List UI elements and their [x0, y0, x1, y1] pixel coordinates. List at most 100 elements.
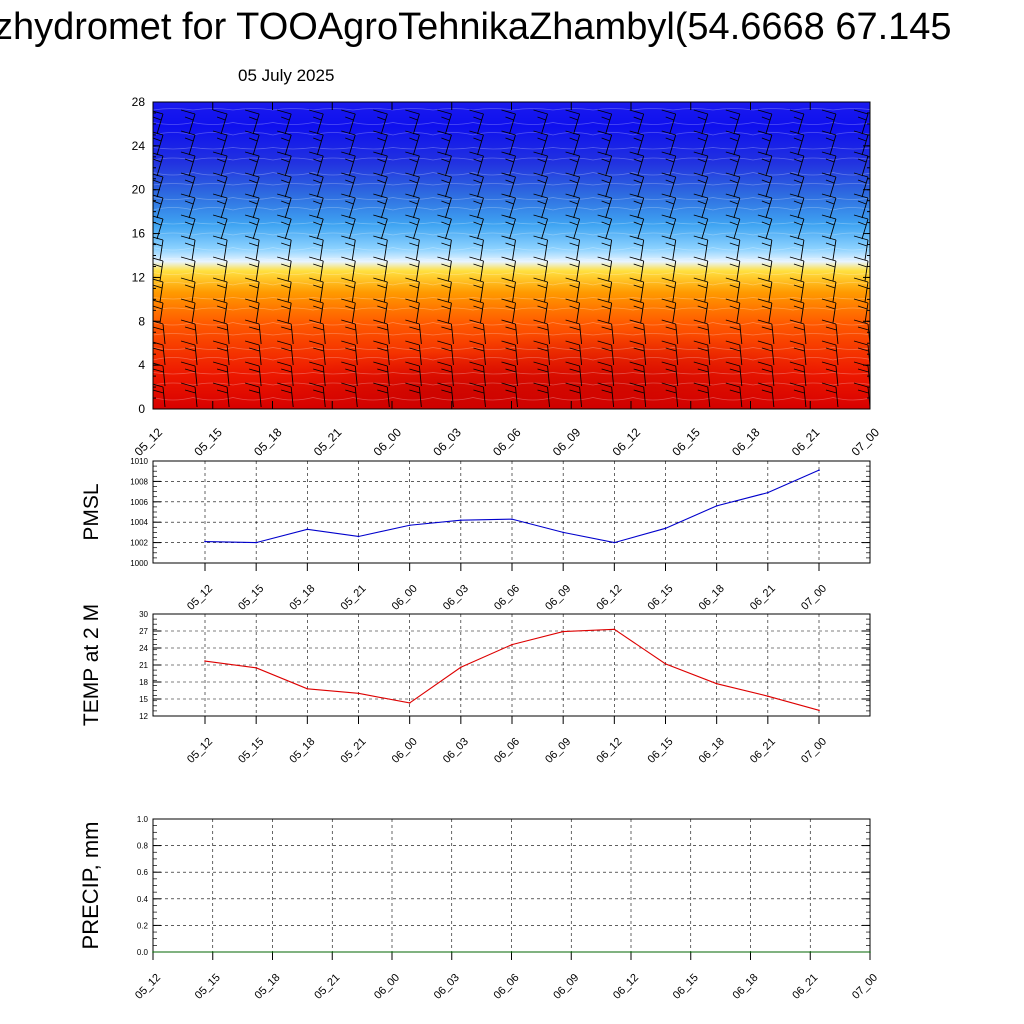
wind-barb — [180, 214, 196, 240]
wind-barb — [405, 151, 420, 177]
x-tick-label: 06_00 — [371, 425, 405, 459]
wind-barb — [373, 130, 388, 156]
wind-barb — [277, 319, 294, 345]
wind-barb — [757, 172, 773, 198]
wind-barb — [661, 382, 679, 408]
wind-barb — [341, 235, 356, 261]
wind-barb — [341, 319, 358, 345]
wind-barb — [469, 172, 484, 198]
wind-barb — [597, 382, 615, 408]
wind-barb — [405, 319, 422, 345]
wind-barb — [629, 298, 645, 324]
wind-barb — [821, 361, 839, 387]
wind-barb — [309, 172, 324, 198]
wind-barb — [245, 277, 260, 303]
wind-barb — [789, 172, 805, 198]
wind-barb — [309, 382, 326, 408]
wind-barb — [437, 256, 452, 282]
wind-barb — [437, 109, 452, 135]
wind-barb — [469, 277, 484, 303]
wind-barb — [501, 382, 518, 408]
x-tick-label: 06_12 — [610, 425, 644, 459]
data-point — [613, 541, 616, 544]
wind-barb — [533, 151, 548, 177]
x-tick-label: 06_12 — [611, 972, 641, 1002]
wind-barb — [597, 256, 613, 282]
wind-barb — [245, 298, 260, 324]
x-tick-label: 05_15 — [236, 583, 266, 613]
wind-barb — [405, 172, 420, 198]
y-tick-label: 15 — [139, 695, 148, 704]
wind-barb — [789, 214, 805, 240]
data-point — [613, 628, 616, 631]
wind-barb — [725, 277, 741, 303]
wind-barb — [437, 151, 452, 177]
wind-barb — [661, 277, 677, 303]
wind-barb — [437, 172, 452, 198]
wind-barb — [565, 277, 581, 303]
wind-barb — [629, 361, 647, 387]
wind-barb — [373, 214, 388, 240]
x-tick-label: 05_12 — [185, 736, 215, 766]
wind-barb — [789, 382, 807, 408]
contour-line — [153, 347, 870, 350]
wind-barb — [693, 319, 711, 345]
wind-barb — [341, 382, 358, 408]
wind-barb — [821, 214, 837, 240]
y-tick-label: 0.8 — [137, 842, 149, 851]
contour-line — [153, 147, 870, 150]
wind-barb — [405, 193, 420, 219]
x-tick-label: 06_12 — [594, 736, 624, 766]
cross-section-detail — [153, 108, 870, 409]
x-tick-label: 06_21 — [748, 583, 778, 613]
x-tick-label: 05_15 — [193, 972, 223, 1002]
wind-barb — [853, 130, 869, 156]
wind-barb — [789, 109, 805, 135]
data-point — [271, 951, 274, 953]
wind-barb — [821, 256, 837, 282]
wind-barb — [661, 340, 679, 366]
wind-barb — [757, 256, 773, 282]
wind-barb — [405, 130, 420, 156]
wind-barb — [309, 214, 324, 240]
wind-barb — [373, 256, 388, 282]
x-tick-label: 06_06 — [490, 425, 524, 459]
wind-barb — [309, 235, 324, 261]
wind-barb — [309, 193, 324, 219]
contour-line — [153, 397, 870, 401]
wind-barb — [341, 340, 358, 366]
wind-barb — [821, 193, 837, 219]
data-point — [630, 951, 632, 953]
panel-frame — [152, 460, 871, 564]
wind-barb — [309, 361, 326, 387]
wind-barb — [373, 382, 390, 408]
wind-barb — [725, 193, 741, 219]
wind-barb — [629, 193, 645, 219]
wind-barb — [725, 235, 741, 261]
wind-barb — [212, 277, 228, 303]
x-tick-label: 05_18 — [251, 425, 285, 459]
y-tick-label: 0.4 — [137, 895, 149, 904]
wind-barb — [789, 340, 807, 366]
wind-barb — [533, 193, 548, 219]
wind-barb — [789, 235, 805, 261]
wind-barb — [821, 235, 837, 261]
wind-barb — [789, 256, 805, 282]
wind-barb — [180, 277, 196, 303]
pmsl-panel: 05_12 05_15 05_18 05_21 06_00 06_03 06_06 06_09… — [80, 457, 871, 613]
wind-barb — [469, 235, 484, 261]
wind-barb — [693, 193, 709, 219]
wind-barb — [821, 298, 837, 324]
x-tick-label: 06_21 — [748, 736, 778, 766]
wind-barb — [533, 214, 548, 240]
x-tick-label: 06_21 — [789, 425, 823, 459]
wind-barb — [757, 382, 775, 408]
wind-barb — [212, 298, 228, 324]
data-point — [306, 688, 309, 690]
wind-barb — [277, 256, 292, 282]
wind-barb — [661, 130, 677, 156]
wind-barb — [277, 130, 292, 156]
wind-barb — [821, 109, 837, 135]
wind-barb — [437, 235, 452, 261]
